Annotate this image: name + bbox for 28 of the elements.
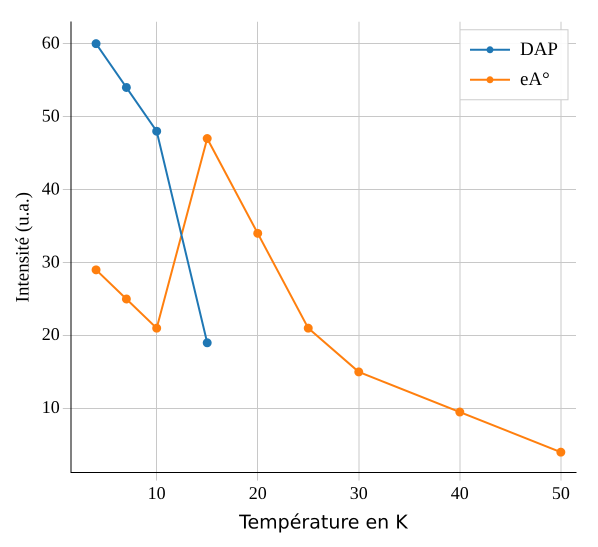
point xyxy=(202,338,212,348)
point xyxy=(354,367,364,376)
x-tick-label: 10 xyxy=(148,483,166,504)
legend-label: eA° xyxy=(520,68,550,90)
x-tick-label: 40 xyxy=(450,483,469,504)
legend-label: DAP xyxy=(520,38,558,60)
point xyxy=(92,39,101,48)
point xyxy=(304,324,313,333)
y-tick-label: 30 xyxy=(42,251,60,272)
x-tick-label: 20 xyxy=(248,483,267,504)
y-tick-label: 20 xyxy=(42,324,60,344)
point xyxy=(152,126,162,136)
point xyxy=(202,134,212,144)
x-tick-label: 50 xyxy=(552,483,570,504)
point xyxy=(152,324,162,333)
point xyxy=(122,294,131,304)
point xyxy=(556,448,566,457)
x-axis-title: Température en K xyxy=(238,512,408,534)
y-tick-label: 10 xyxy=(42,397,60,418)
point xyxy=(122,82,131,92)
y-tick-label: 40 xyxy=(42,178,60,198)
y-tick-label: 60 xyxy=(42,32,60,52)
y-tick-label: 50 xyxy=(42,105,60,126)
y-axis-title: Intensité (u.a.) xyxy=(12,192,34,302)
x-tick-label: 30 xyxy=(350,483,368,504)
point xyxy=(92,265,101,274)
point xyxy=(253,228,262,238)
point xyxy=(455,408,464,417)
